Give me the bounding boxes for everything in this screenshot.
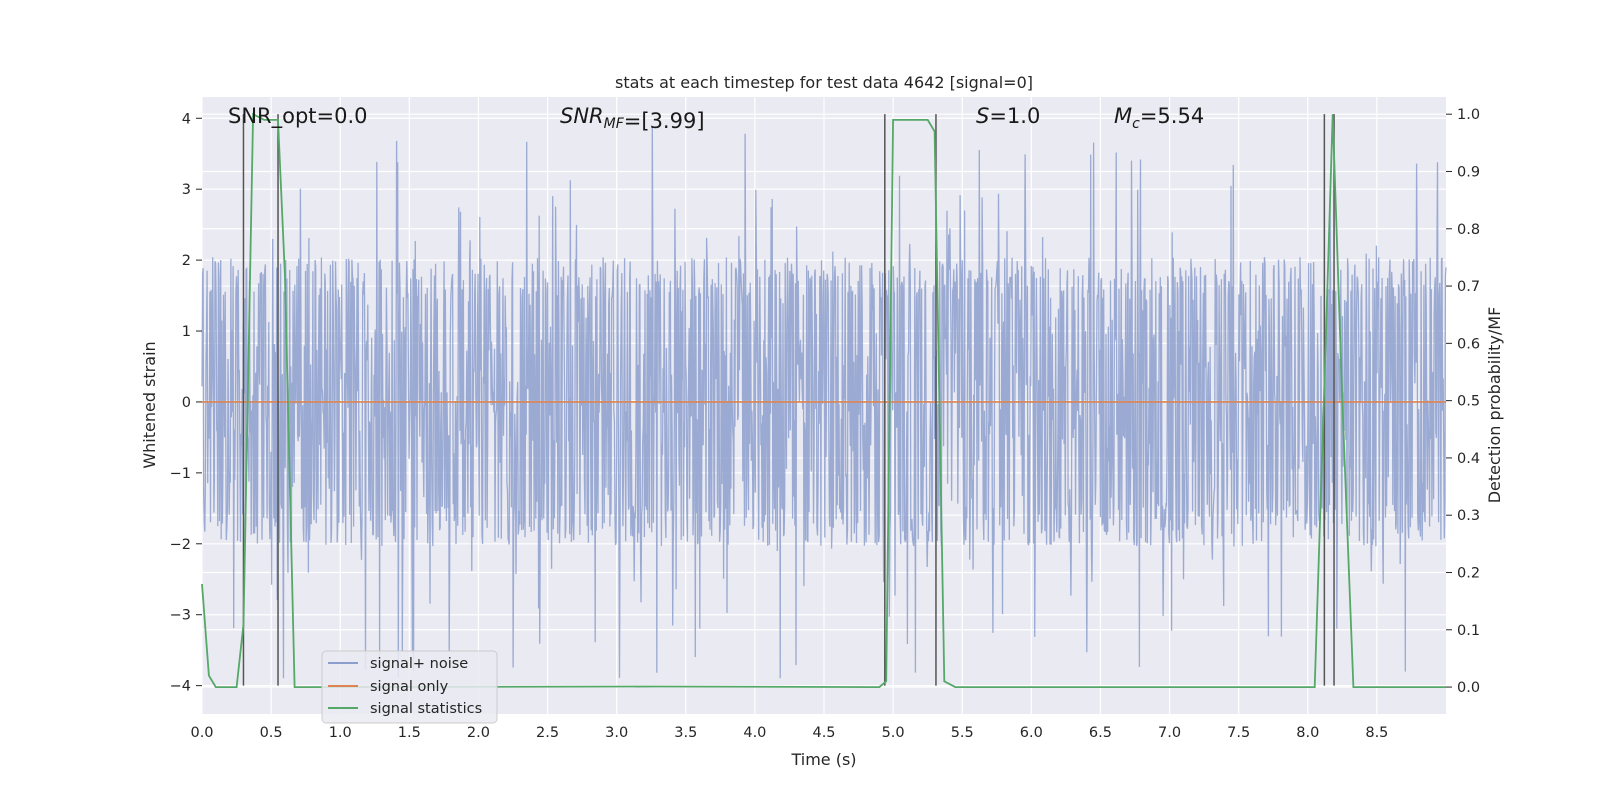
x-tick-label: 4.0 (743, 725, 766, 741)
x-axis-label: Time (s) (790, 750, 856, 769)
x-tick-label: 1.0 (329, 725, 352, 741)
x-tick-label: 6.0 (1020, 725, 1043, 741)
y2-tick-label: 0.2 (1457, 565, 1480, 581)
y2-tick-label: 0.4 (1457, 451, 1480, 467)
y-tick-label: 0 (182, 395, 191, 411)
y-tick-label: 3 (182, 182, 191, 198)
y2-tick-label: 0.5 (1457, 394, 1480, 410)
annotation-s: S=1.0 (976, 104, 1040, 128)
x-tick-label: 5.5 (951, 725, 974, 741)
y-tick-label: 4 (182, 111, 191, 127)
annotation-snr-mf: SNRMF=[3.99] (560, 104, 705, 133)
statistics-series (201, 112, 1446, 689)
y2-axis-label: Detection probability/MF (1485, 307, 1504, 504)
y2-tick-label: 0.1 (1457, 623, 1480, 639)
y-ticks: 4 3 2 1 0 −1 −2 −3 −4 (170, 111, 202, 695)
y2-tick-label: 0.3 (1457, 508, 1480, 524)
x-tick-label: 6.5 (1089, 725, 1112, 741)
legend-box (321, 650, 498, 724)
y-tick-label: 2 (182, 253, 191, 269)
x-tick-label: 5.0 (882, 725, 905, 741)
y2-tick-label: 0.8 (1457, 222, 1480, 238)
x-tick-label: 8.5 (1365, 725, 1388, 741)
statistics-line (201, 112, 1446, 689)
x-tick-label: 3.5 (674, 725, 697, 741)
x-tick-label: 0.5 (260, 725, 283, 741)
y-tick-label: −1 (170, 466, 191, 482)
legend-label-signal: signal only (370, 679, 449, 695)
y-tick-label: 1 (182, 324, 191, 340)
y-tick-label: −3 (170, 608, 191, 624)
y2-tick-label: 1.0 (1457, 107, 1480, 123)
x-tick-label: 0.0 (190, 725, 213, 741)
annotation-mc: Mc=5.54 (1114, 104, 1204, 132)
x-tick-label: 1.5 (398, 725, 421, 741)
noise-line (201, 125, 1447, 679)
y-axis-label: Whitened strain (140, 341, 159, 468)
y2-tick-label: 0.0 (1457, 680, 1480, 696)
y2-tick-label: 0.6 (1457, 336, 1480, 352)
x-tick-label: 2.0 (467, 725, 490, 741)
y2-tick-label: 0.9 (1457, 164, 1480, 180)
chart-title: stats at each timestep for test data 464… (615, 73, 1033, 92)
x-tick-label: 4.5 (812, 725, 835, 741)
y2-ticks: 1.0 0.9 0.8 0.7 0.6 0.5 0.4 0.3 0.2 0.1 0.0 (1446, 107, 1480, 696)
x-tick-label: 3.0 (605, 725, 628, 741)
x-tick-label: 7.5 (1227, 725, 1250, 741)
legend-label-stats: signal statistics (370, 701, 482, 717)
annotation-snr-opt: SNR_opt=0.0 (228, 104, 368, 129)
y-tick-label: −2 (170, 537, 191, 553)
y2-tick-label: 0.7 (1457, 279, 1480, 295)
legend-label-noise: signal+ noise (370, 656, 468, 672)
legend: signal+ noise signal only signal statist… (321, 650, 498, 724)
x-tick-label: 7.0 (1158, 725, 1181, 741)
y-tick-label: −4 (170, 679, 191, 695)
x-tick-label: 8.0 (1296, 725, 1319, 741)
x-tick-label: 2.5 (536, 725, 559, 741)
noise-series (201, 125, 1447, 679)
x-ticks: 0.0 0.5 1.0 1.5 2.0 2.5 3.0 3.5 4.0 4.5 5.0 5.5 6.0 6… (190, 725, 1388, 741)
